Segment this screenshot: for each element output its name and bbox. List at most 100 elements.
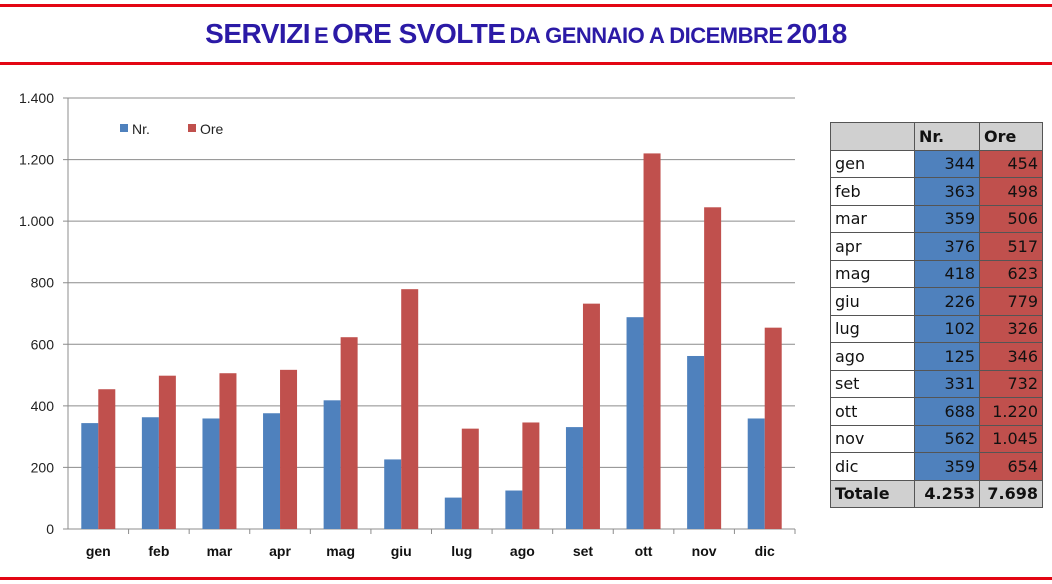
table-row: set 331 732: [830, 369, 1043, 398]
table-cell: 363: [914, 177, 980, 206]
top-rule: [0, 4, 1052, 7]
x-tick-label: dic: [755, 543, 775, 559]
bar-nr-nov: [687, 355, 705, 529]
x-tick-label: giu: [391, 543, 412, 559]
table-cell: 102: [914, 314, 980, 343]
legend-swatch: [120, 124, 128, 132]
table-cell: 506: [979, 204, 1043, 233]
table-cell: 359: [914, 204, 980, 233]
bar-ore-ago: [522, 422, 540, 529]
table-cell: 1.220: [979, 397, 1043, 426]
table-cell: giu: [830, 287, 915, 316]
table-cell: 346: [979, 342, 1043, 371]
title-part: ORE SVOLTE: [332, 18, 506, 49]
table-cell: 376: [914, 232, 980, 261]
bar-nr-lug: [444, 497, 462, 529]
table-total-row: Totale 4.253 7.698: [830, 479, 1043, 508]
table-row: feb 363 498: [830, 177, 1043, 206]
bar-nr-set: [565, 427, 583, 529]
bar-ore-dic: [764, 327, 782, 529]
y-tick-label: 0: [46, 521, 54, 537]
table-cell: 359: [914, 452, 980, 481]
table-cell: mar: [830, 204, 915, 233]
table-row: dic 359 654: [830, 452, 1043, 481]
table-cell: 654: [979, 452, 1043, 481]
table-row: mar 359 506: [830, 204, 1043, 233]
table-cell: ott: [830, 397, 915, 426]
table-cell: 331: [914, 369, 980, 398]
y-tick-label: 200: [31, 459, 55, 475]
table-row: apr 376 517: [830, 232, 1043, 261]
table-cell: 732: [979, 369, 1043, 398]
bar-ore-nov: [704, 207, 722, 529]
legend-label: Ore: [200, 121, 224, 137]
bar-ore-mag: [340, 337, 358, 529]
bar-ore-giu: [401, 289, 419, 529]
table-cell: 1.045: [979, 424, 1043, 453]
x-tick-label: nov: [692, 543, 717, 559]
table-cell: [830, 122, 915, 151]
table-cell: apr: [830, 232, 915, 261]
table-cell: dic: [830, 452, 915, 481]
title-rule: [0, 62, 1052, 65]
title-part: E: [314, 23, 329, 48]
bar-nr-ott: [626, 317, 644, 529]
table-cell: 344: [914, 149, 980, 178]
x-tick-label: lug: [451, 543, 472, 559]
bar-ore-ott: [643, 153, 661, 529]
table-cell: 562: [914, 424, 980, 453]
x-tick-label: apr: [269, 543, 291, 559]
table-cell: 4.253: [914, 479, 980, 508]
table-cell: 454: [979, 149, 1043, 178]
table-row: gen 344 454: [830, 149, 1043, 178]
table-cell: 125: [914, 342, 980, 371]
title-part: 2018: [786, 18, 848, 49]
table-row: lug 102 326: [830, 314, 1043, 343]
y-tick-label: 400: [31, 398, 55, 414]
table-row: ott 688 1.220: [830, 397, 1043, 426]
x-tick-label: mag: [326, 543, 355, 559]
table-row: mag 418 623: [830, 259, 1043, 288]
y-tick-label: 600: [31, 336, 55, 352]
table-cell: Nr.: [914, 122, 980, 151]
table-cell: Totale: [830, 479, 915, 508]
table-cell: 226: [914, 287, 980, 316]
x-tick-label: mar: [207, 543, 233, 559]
bar-ore-gen: [98, 389, 116, 529]
legend-label: Nr.: [132, 121, 150, 137]
x-tick-label: feb: [148, 543, 169, 559]
table-cell: 623: [979, 259, 1043, 288]
table-cell: 7.698: [979, 479, 1043, 508]
bar-nr-mar: [202, 418, 220, 529]
table-cell: 498: [979, 177, 1043, 206]
bar-nr-feb: [141, 417, 159, 529]
table-cell: 517: [979, 232, 1043, 261]
y-tick-label: 1.400: [19, 90, 54, 106]
x-tick-label: ago: [510, 543, 535, 559]
bar-nr-mag: [323, 400, 341, 529]
bar-chart: 0 200 400 600 800 1.000 1.200 1.400 gen feb mar apr…: [19, 90, 796, 559]
y-tick-label: 1.000: [19, 213, 54, 229]
y-tick-label: 800: [31, 275, 55, 291]
x-tick-label: gen: [86, 543, 111, 559]
table-cell: set: [830, 369, 915, 398]
title-part: DA GENNAIO A DICEMBRE: [509, 23, 784, 48]
bar-ore-lug: [461, 428, 479, 529]
data-table: Nr. Ore gen 344 454 feb 363 498 mar 359 506 apr 376 5…: [830, 122, 1043, 508]
bar-nr-apr: [263, 413, 281, 529]
page-title: SERVIZI E ORE SVOLTE DA GENNAIO A DICEMB…: [0, 18, 1052, 50]
table-row: nov 562 1.045: [830, 424, 1043, 453]
table-cell: lug: [830, 314, 915, 343]
table-cell: 418: [914, 259, 980, 288]
bar-nr-gen: [81, 423, 99, 529]
bar-ore-feb: [158, 375, 176, 529]
table-row: ago 125 346: [830, 342, 1043, 371]
table-cell: 688: [914, 397, 980, 426]
bar-ore-mar: [219, 373, 237, 529]
x-tick-label: ott: [635, 543, 653, 559]
table-cell: ago: [830, 342, 915, 371]
title-part: SERVIZI: [205, 18, 311, 49]
bar-nr-giu: [384, 459, 402, 529]
table-cell: Ore: [979, 122, 1043, 151]
bar-ore-set: [582, 303, 600, 529]
